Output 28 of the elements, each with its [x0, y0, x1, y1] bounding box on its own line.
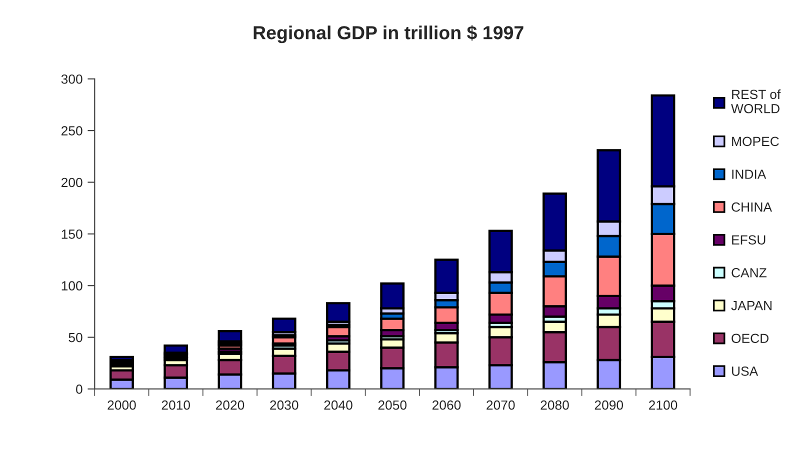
y-tick-label: 300	[61, 74, 82, 84]
y-tick-label: 0	[76, 384, 82, 394]
legend-label: USA	[732, 366, 758, 376]
legend-label: REST of WORLD	[731, 89, 781, 114]
x-tick-label: 2020	[216, 400, 244, 410]
y-tick-label: 50	[68, 332, 82, 342]
y-tick-label: 250	[62, 126, 82, 136]
x-tick-label: 2050	[378, 400, 407, 410]
x-tick-label: 2040	[324, 400, 352, 410]
x-tick-label: 2100	[649, 400, 678, 410]
y-tick-label: 100	[62, 281, 82, 291]
legend-label: CANZ	[732, 268, 767, 278]
x-tick-label: 2060	[432, 400, 461, 410]
legend-label: OECD	[732, 334, 769, 344]
y-tick-label: 200	[62, 178, 82, 188]
legend-label: EFSU	[732, 235, 766, 245]
x-tick-label: 2070	[486, 400, 515, 410]
chart-title: Regional GDP in trillion $ 1997	[254, 25, 524, 44]
x-tick-label: 2000	[108, 400, 136, 410]
legend-label: CHINA	[732, 202, 772, 212]
legend-label: JAPAN	[731, 301, 772, 310]
x-tick-label: 2010	[162, 400, 190, 410]
x-tick-label: 2030	[270, 400, 298, 410]
legend-label: INDIA	[732, 170, 766, 179]
y-tick-label: 150	[62, 229, 82, 239]
legend-label: MOPEC	[732, 136, 779, 146]
x-tick-label: 2090	[594, 400, 624, 410]
x-tick-label: 2080	[540, 400, 569, 410]
